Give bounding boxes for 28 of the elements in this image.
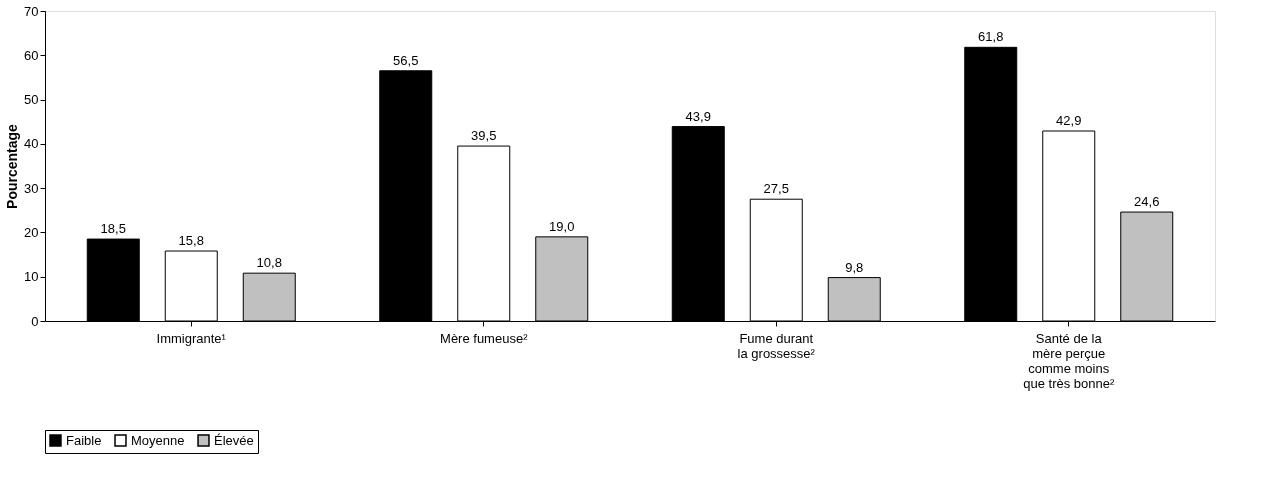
data-label: 42,9 (1056, 113, 1082, 129)
x-tick-label: Immigrante¹ (156, 330, 227, 346)
x-tick-label: Mère fumeuse² (440, 330, 529, 346)
y-tick-label: 10 (24, 269, 39, 285)
x-tick-label: Fume durant la grossesse² (737, 330, 816, 361)
y-tick-label: 0 (31, 313, 39, 329)
data-label: 27,5 (763, 181, 789, 197)
y-tick-label: 60 (24, 47, 39, 63)
data-label: 15,8 (178, 233, 204, 249)
legend-label: Faible (66, 432, 102, 448)
data-label: 18,5 (100, 221, 126, 237)
data-label: 61,8 (978, 29, 1004, 45)
data-label: 9,8 (845, 259, 864, 275)
y-tick-label: 50 (24, 92, 39, 108)
data-label: 24,6 (1134, 194, 1160, 210)
y-tick-label: 40 (24, 136, 39, 152)
y-tick-label: 70 (24, 3, 39, 19)
legend-label: Moyenne (131, 432, 185, 448)
data-label: 39,5 (471, 128, 497, 144)
data-label: 19,0 (549, 218, 575, 234)
data-label: 10,8 (256, 255, 282, 271)
y-tick-label: 30 (24, 180, 39, 196)
legend-label: Élevée (214, 432, 254, 448)
data-label: 43,9 (685, 108, 711, 124)
y-axis-title: Pourcentage (4, 123, 21, 209)
y-tick-label: 20 (24, 224, 39, 240)
data-label: 56,5 (393, 52, 419, 68)
x-tick-label: Santé de la mère perçue comme moins que très bonne² (1023, 330, 1115, 391)
